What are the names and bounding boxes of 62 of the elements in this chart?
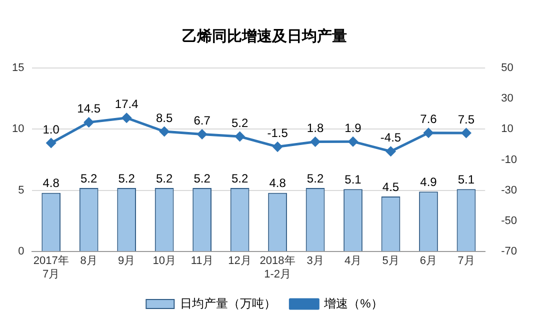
x-tick-label: 7月 [458, 255, 475, 268]
point [160, 126, 170, 136]
data-label: 14.5 [77, 102, 101, 116]
x-tick-label: 2017年 7月 [33, 255, 69, 280]
point [386, 146, 396, 156]
legend-label: 日均产量（万吨） [180, 296, 276, 310]
data-label: 5.2 [194, 171, 211, 186]
data-label: 17.4 [114, 97, 139, 112]
x-tick-label: 6月 [420, 255, 438, 268]
legend-label: 增速（%） [323, 296, 383, 310]
data-label: 5.1 [458, 172, 475, 186]
x-tick-label: 8月 [80, 255, 98, 268]
x-tick-label: 10月 [152, 255, 176, 268]
point [122, 113, 132, 123]
point [272, 142, 282, 152]
data-label: 8.5 [156, 110, 173, 125]
point [235, 132, 245, 142]
y-tick-label: 0 [18, 246, 24, 258]
data-label: 7.5 [458, 112, 475, 126]
x-tick-label: 4月 [344, 255, 362, 268]
y-tick-label: 15 [12, 62, 24, 74]
y2-tick-label: -70 [501, 246, 518, 258]
data-label: 5.1 [344, 172, 362, 186]
point [46, 138, 56, 148]
point [424, 128, 434, 138]
point [84, 118, 94, 128]
y2-tick-label: -10 [501, 154, 518, 166]
point [310, 136, 320, 146]
data-label: 6.7 [194, 114, 211, 128]
x-tick-label: 11月 [190, 255, 214, 268]
data-label: 4.5 [382, 180, 400, 194]
data-label: 5.2 [80, 171, 98, 186]
data-label: 5.2 [118, 171, 136, 186]
data-label: 5.2 [231, 171, 248, 186]
data-label: 5.2 [306, 171, 324, 186]
y2-tick-label: 30 [501, 92, 514, 105]
data-label: -1.5 [267, 126, 288, 140]
y2-tick-label: -50 [501, 215, 518, 228]
chart-title: 乙烯同比增速及日均产量 [182, 28, 347, 46]
data-label: 1.0 [42, 122, 60, 136]
y2-tick-label: 10 [501, 123, 514, 136]
data-label: 5.2 [156, 171, 173, 186]
y2-tick-label: -30 [501, 184, 518, 196]
point [197, 130, 207, 139]
data-label: 7.6 [420, 112, 438, 126]
x-tick-label: 12月 [228, 255, 252, 268]
x-tick-label: 3月 [306, 255, 324, 268]
point [461, 128, 471, 138]
data-label: 4.9 [420, 174, 438, 189]
data-label: 1.9 [344, 120, 362, 135]
x-tick-label: 2018年 1-2月 [260, 255, 296, 280]
point [348, 136, 358, 146]
x-tick-label: 9月 [118, 255, 136, 268]
data-label: 5.2 [231, 116, 248, 130]
data-label: 4.8 [269, 176, 286, 190]
x-tick-label: 5月 [382, 255, 400, 268]
data-label: 4.8 [42, 176, 60, 190]
y-tick-label: 10 [12, 123, 24, 136]
data-label: -4.5 [380, 130, 402, 145]
data-label: 1.8 [306, 121, 324, 136]
y2-tick-label: 50 [501, 62, 514, 74]
y-tick-label: 5 [18, 184, 24, 196]
